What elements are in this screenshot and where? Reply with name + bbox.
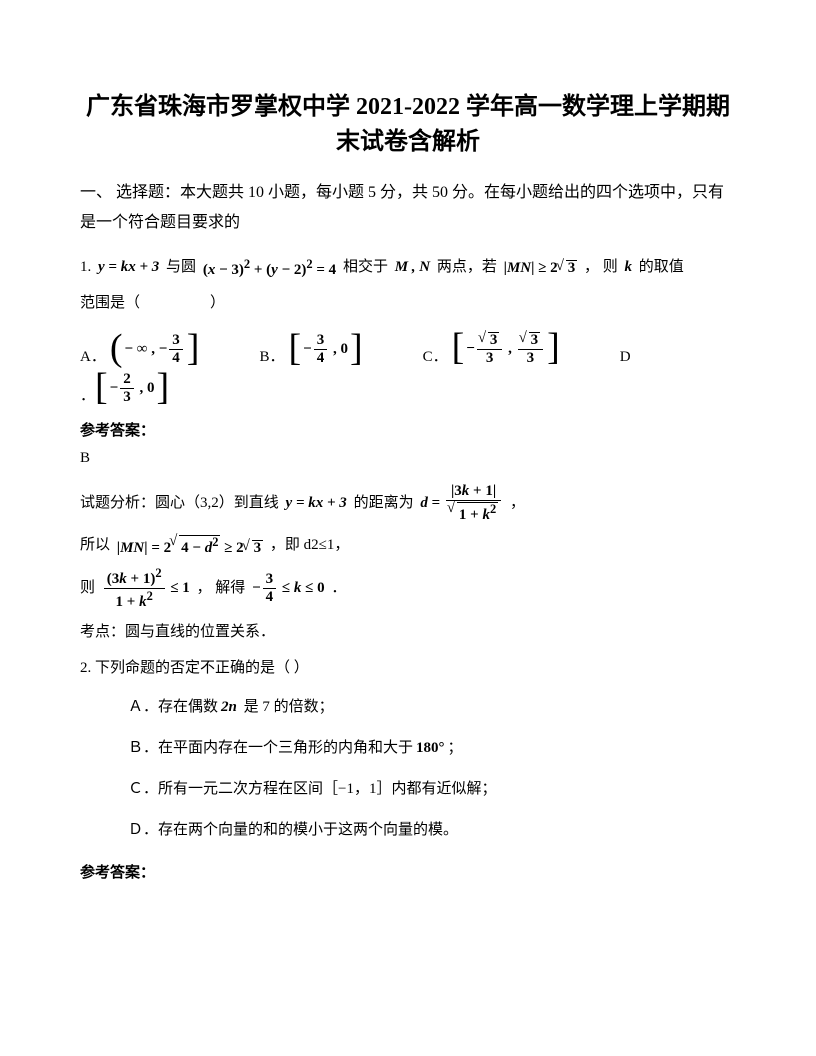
q2-prefix: 2. [80,660,95,676]
q2-a-mid: 2n [218,699,240,716]
q1-a3b: ， 解得 [197,580,246,596]
q1-text-e: 的取值 [639,259,684,275]
q1-a1a: 试题分析：圆心（3,2）到直线 [80,495,279,511]
q1-kvar: k [621,259,635,276]
q1-a1-dist: d = |3k + 1|1 + k2 [417,483,506,524]
q1-opt-b-interval: [ −34 , 0 ] [288,333,362,366]
q1-a3-eq1: (3k + 1)21 + k2 ≤ 1 [99,566,193,611]
q1-circle-eq: (x − 3)2 + (y − 2)2 = 4 [200,257,339,279]
q1-line2-b: ） [210,295,225,311]
q1-a1b: 的距离为 [354,495,414,511]
q1-a3-eq2: −34 ≤ k ≤ 0 [249,571,328,606]
q1-a3a: 则 [80,580,95,596]
q1-opt-c[interactable]: C． [ −33 , 33 ] [423,332,560,366]
q2-options: Ａ．存在偶数2n 是 7 的倍数； Ｂ．在平面内存在一个三角形的内角和大于180… [128,691,736,847]
q1-opt-a-interval: ( − ∞ , −34 ] [110,333,200,366]
q2-b-pre: Ｂ．在平面内存在一个三角形的内角和大于 [128,740,413,756]
q1-points: M , N [392,259,433,276]
q1-line2-a: 范围是（ [80,295,140,311]
q1-a1-eq: y = kx + 3 [283,495,350,512]
q2-a-post: 是 7 的倍数； [240,699,334,715]
exam-page: 广东省珠海市罗掌权中学 2021-2022 学年高一数学理上学期期末试卷含解析 … [0,0,816,952]
q1-line-eq: y = kx + 3 [95,259,162,276]
q1-text-a: 与圆 [166,259,196,275]
q2-stem: 2. 下列命题的否定不正确的是（ ） [80,653,736,683]
q1-analysis-1: 试题分析：圆心（3,2）到直线 y = kx + 3 的距离为 d = |3k … [80,483,736,524]
q1-prefix: 1. [80,259,95,275]
q1-a2a: 所以 [80,537,110,553]
section-1-heading: 一、 选择题：本大题共 10 小题，每小题 5 分，共 50 分。在每小题给出的… [80,178,736,239]
q1-a2b: ，即 d2≤1， [270,537,349,553]
q1-opt-a-letter: A． [80,345,106,366]
q1-analysis-4: 考点：圆与直线的位置关系． [80,617,736,647]
q1-answer-label: 参考答案： [80,419,736,440]
q1-opt-d-dot: ． [80,384,95,405]
q1-answer: B [80,450,736,467]
q2-answer-label: 参考答案： [80,861,736,882]
q1-stem-line1: 1. y = kx + 3 与圆 (x − 3)2 + (y − 2)2 = 4… [80,252,736,282]
q2-b-mid: 180° [413,740,448,757]
q1-opt-b[interactable]: B． [ −34 , 0 ] [259,333,362,366]
q2-opt-d[interactable]: Ｄ．存在两个向量的和的模小于这两个向量的模。 [128,814,736,847]
q1-stem-line2: 范围是（ ） [80,288,736,318]
q1-opt-d[interactable]: ． [ −23 , 0 ] [80,372,736,405]
q1-text-c: 两点，若 [437,259,497,275]
q1-analysis-3: 则 (3k + 1)21 + k2 ≤ 1 ， 解得 −34 ≤ k ≤ 0 ． [80,566,736,611]
q1-analysis-2: 所以 MN = 24 − d2 ≥ 23 ，即 d2≤1， [80,530,736,560]
q1-a2-eq: MN = 24 − d2 ≥ 23 [114,534,266,557]
q2-stem-text: 下列命题的否定不正确的是（ ） [95,660,309,676]
q1-a3c: ． [331,580,346,596]
q1-opt-d-letter-only[interactable]: D [620,349,635,366]
q1-opt-a[interactable]: A． ( − ∞ , −34 ] [80,333,199,366]
q1-cond: MN ≥ 23 [501,259,581,277]
page-title: 广东省珠海市罗掌权中学 2021-2022 学年高一数学理上学期期末试卷含解析 [80,90,736,160]
q1-opt-d-letter: D [620,349,631,366]
q2-opt-a[interactable]: Ａ．存在偶数2n 是 7 的倍数； [128,691,736,724]
q2-a-pre: Ａ．存在偶数 [128,699,218,715]
q1-opt-c-interval: [ −33 , 33 ] [452,332,560,366]
q1-a1c: ， [510,495,525,511]
q2-b-post: ； [448,740,463,756]
q1-opt-b-letter: B． [259,345,284,366]
q1-text-d: ， 则 [584,259,618,275]
q1-opt-d-interval: [ −23 , 0 ] [95,372,169,405]
q1-text-b: 相交于 [343,259,388,275]
q1-opt-c-letter: C． [423,345,448,366]
q2-opt-b[interactable]: Ｂ．在平面内存在一个三角形的内角和大于180°； [128,732,736,765]
q2-opt-c[interactable]: Ｃ．所有一元二次方程在区间［−1，1］内都有近似解； [128,773,736,806]
q1-options-row: A． ( − ∞ , −34 ] B． [ −34 , 0 ] C． [ −33… [80,332,736,366]
